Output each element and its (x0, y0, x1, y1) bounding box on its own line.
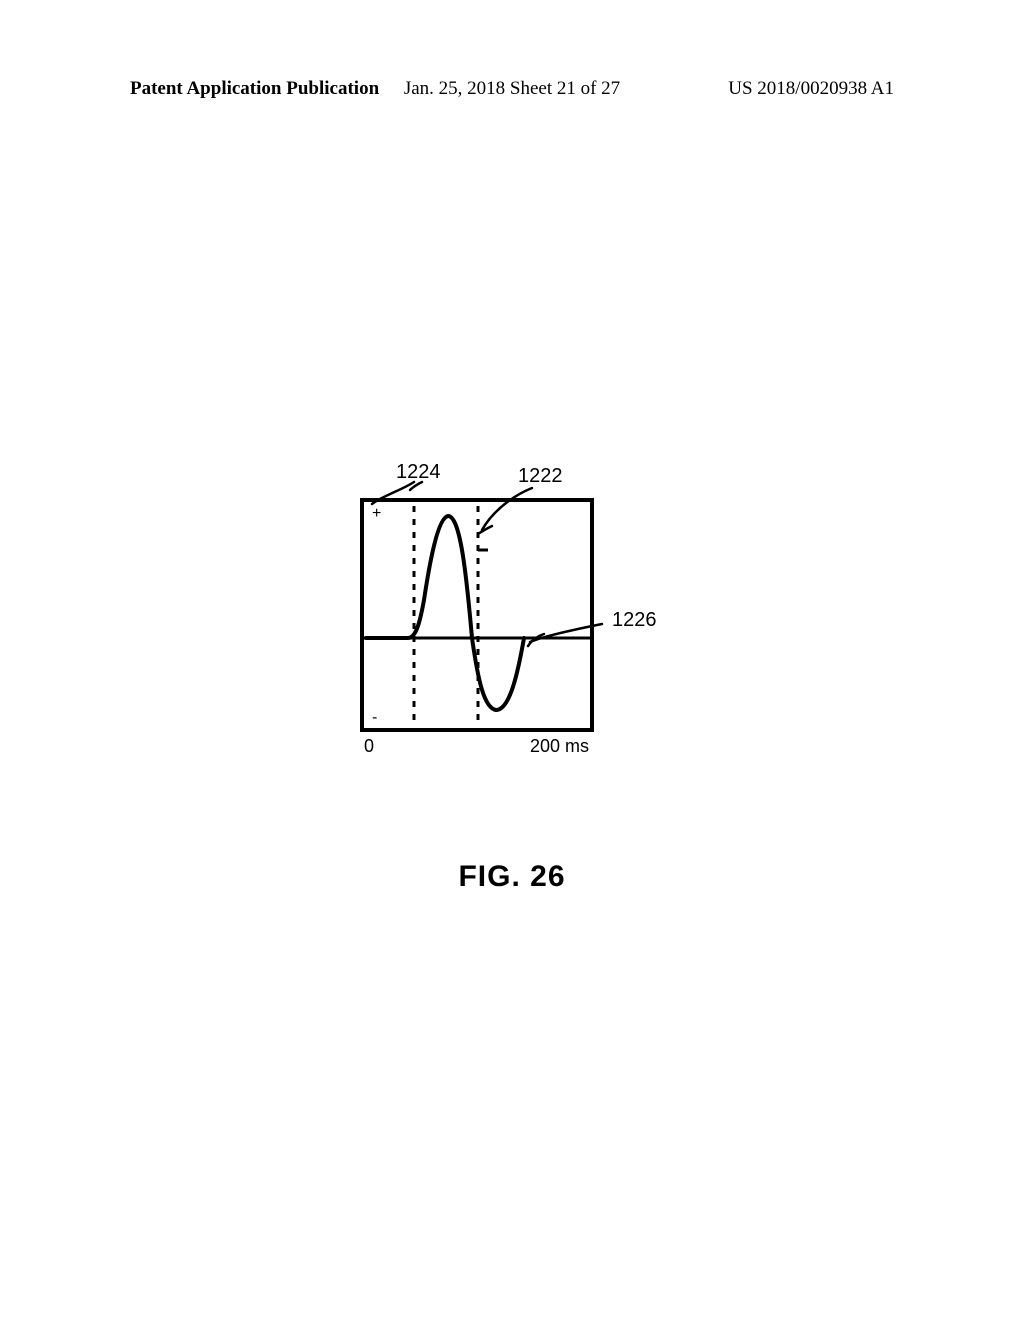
leader-line-1222 (482, 488, 532, 530)
header-left: Patent Application Publication (130, 78, 379, 100)
ref-label-1226: 1226 (612, 609, 657, 631)
page-header: Patent Application Publication Jan. 25, … (0, 78, 1024, 100)
header-center: Jan. 25, 2018 Sheet 21 of 27 (404, 78, 620, 100)
x-start-label: 0 (364, 736, 374, 756)
plus-sign: + (372, 505, 381, 522)
ref-label-1224: 1224 (396, 461, 441, 483)
minus-sign: - (372, 709, 377, 726)
waveform (366, 516, 524, 710)
ref-label-1222: 1222 (518, 465, 563, 487)
figure-26: + - 0 200 ms 1224 1222 1226 (332, 460, 692, 860)
figure-svg: + - 0 200 ms 1224 1222 1226 (332, 460, 692, 800)
figure-caption: FIG. 26 (0, 860, 1024, 894)
header-right: US 2018/0020938 A1 (728, 78, 894, 100)
x-end-label: 200 ms (530, 736, 589, 756)
